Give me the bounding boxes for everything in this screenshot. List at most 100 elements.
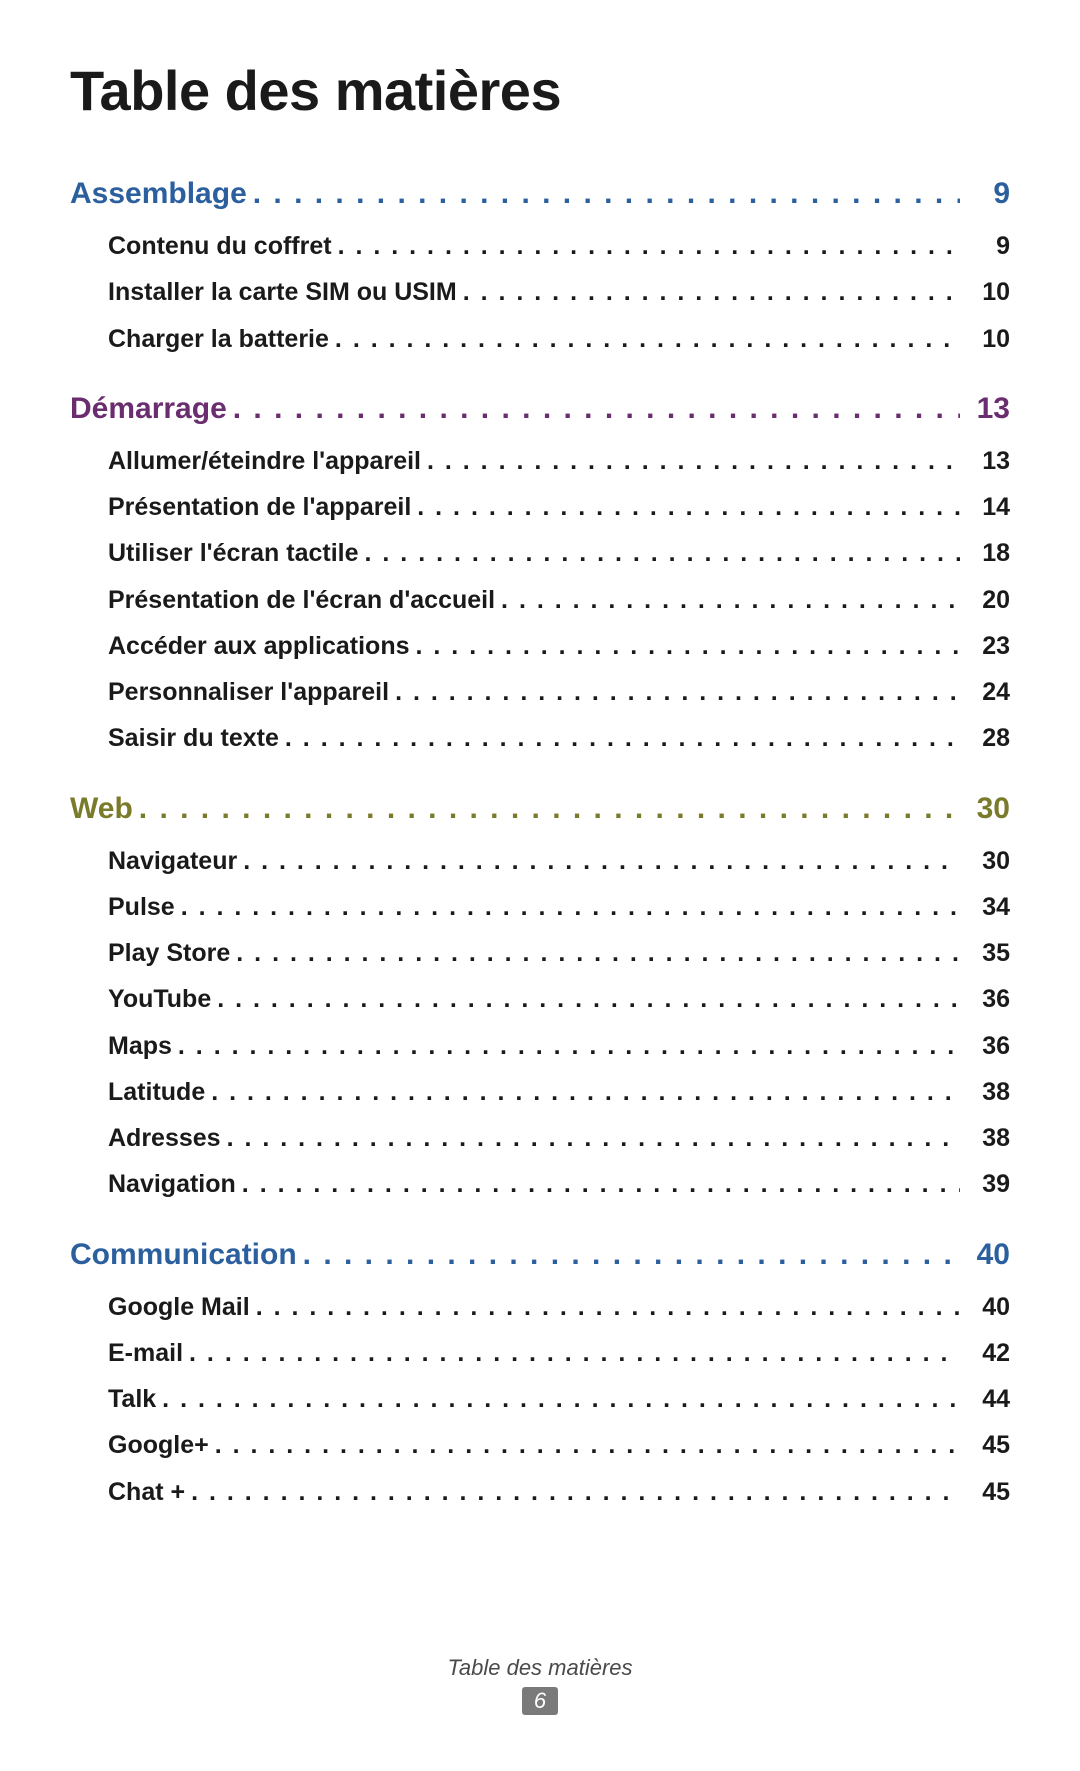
- toc-item-page: 45: [960, 1469, 1010, 1515]
- toc-section-title: Web: [70, 788, 139, 830]
- toc-item-page: 28: [960, 715, 1010, 761]
- toc-item-title: E-mail: [108, 1330, 189, 1376]
- toc-leader-dots: . . . . . . . . . . . . . . . . . . . . …: [191, 1469, 960, 1515]
- footer-label: Table des matières: [0, 1655, 1080, 1681]
- toc-item-row[interactable]: Accéder aux applications . . . . . . . .…: [108, 623, 1010, 669]
- toc-leader-dots: . . . . . . . . . . . . . . . . . . . . …: [139, 788, 960, 830]
- toc-item-page: 34: [960, 884, 1010, 930]
- toc-leader-dots: . . . . . . . . . . . . . . . . . . . . …: [242, 1161, 960, 1207]
- toc-item-page: 40: [960, 1284, 1010, 1330]
- toc-item-row[interactable]: YouTube . . . . . . . . . . . . . . . . …: [108, 976, 1010, 1022]
- toc-item-title: Charger la batterie: [108, 316, 335, 362]
- toc-item-row[interactable]: Latitude . . . . . . . . . . . . . . . .…: [108, 1069, 1010, 1115]
- toc-leader-dots: . . . . . . . . . . . . . . . . . . . . …: [463, 269, 960, 315]
- toc-item-title: Accéder aux applications: [108, 623, 416, 669]
- toc-leader-dots: . . . . . . . . . . . . . . . . . . . . …: [178, 1023, 960, 1069]
- toc-item-page: 23: [960, 623, 1010, 669]
- toc-section-page: 30: [960, 788, 1010, 830]
- toc-item-title: Adresses: [108, 1115, 227, 1161]
- toc-leader-dots: . . . . . . . . . . . . . . . . . . . . …: [416, 623, 960, 669]
- toc-leader-dots: . . . . . . . . . . . . . . . . . . . . …: [303, 1234, 960, 1276]
- page-number-badge: 6: [522, 1687, 558, 1715]
- toc-section-row[interactable]: Assemblage . . . . . . . . . . . . . . .…: [70, 173, 1010, 215]
- table-of-contents: Assemblage . . . . . . . . . . . . . . .…: [70, 173, 1010, 1515]
- toc-item-title: Google Mail: [108, 1284, 256, 1330]
- toc-item-row[interactable]: Présentation de l'écran d'accueil . . . …: [108, 577, 1010, 623]
- toc-item-title: Pulse: [108, 884, 181, 930]
- toc-item-page: 44: [960, 1376, 1010, 1422]
- toc-item-row[interactable]: Charger la batterie . . . . . . . . . . …: [108, 316, 1010, 362]
- toc-item-row[interactable]: Google Mail . . . . . . . . . . . . . . …: [108, 1284, 1010, 1330]
- page-title: Table des matières: [70, 58, 1010, 123]
- toc-section-title: Assemblage: [70, 173, 253, 215]
- toc-item-row[interactable]: Installer la carte SIM ou USIM . . . . .…: [108, 269, 1010, 315]
- toc-item-page: 9: [960, 223, 1010, 269]
- toc-leader-dots: . . . . . . . . . . . . . . . . . . . . …: [162, 1376, 960, 1422]
- toc-item-title: Navigateur: [108, 838, 243, 884]
- toc-leader-dots: . . . . . . . . . . . . . . . . . . . . …: [365, 530, 960, 576]
- toc-item-row[interactable]: Présentation de l'appareil . . . . . . .…: [108, 484, 1010, 530]
- toc-item-page: 30: [960, 838, 1010, 884]
- toc-item-title: Maps: [108, 1023, 178, 1069]
- toc-item-row[interactable]: Google+ . . . . . . . . . . . . . . . . …: [108, 1422, 1010, 1468]
- toc-item-row[interactable]: Personnaliser l'appareil . . . . . . . .…: [108, 669, 1010, 715]
- toc-item-title: Saisir du texte: [108, 715, 285, 761]
- toc-section: Web . . . . . . . . . . . . . . . . . . …: [70, 788, 1010, 1208]
- toc-leader-dots: . . . . . . . . . . . . . . . . . . . . …: [338, 223, 960, 269]
- toc-item-title: Google+: [108, 1422, 215, 1468]
- toc-item-page: 18: [960, 530, 1010, 576]
- toc-item-row[interactable]: Pulse . . . . . . . . . . . . . . . . . …: [108, 884, 1010, 930]
- toc-item-page: 10: [960, 269, 1010, 315]
- toc-leader-dots: . . . . . . . . . . . . . . . . . . . . …: [227, 1115, 960, 1161]
- toc-item-row[interactable]: Chat + . . . . . . . . . . . . . . . . .…: [108, 1469, 1010, 1515]
- toc-leader-dots: . . . . . . . . . . . . . . . . . . . . …: [501, 577, 960, 623]
- toc-item-row[interactable]: Navigateur . . . . . . . . . . . . . . .…: [108, 838, 1010, 884]
- toc-item-row[interactable]: Saisir du texte . . . . . . . . . . . . …: [108, 715, 1010, 761]
- toc-leader-dots: . . . . . . . . . . . . . . . . . . . . …: [285, 715, 960, 761]
- toc-item-page: 38: [960, 1115, 1010, 1161]
- toc-leader-dots: . . . . . . . . . . . . . . . . . . . . …: [427, 438, 960, 484]
- toc-leader-dots: . . . . . . . . . . . . . . . . . . . . …: [256, 1284, 960, 1330]
- toc-item-row[interactable]: Allumer/éteindre l'appareil . . . . . . …: [108, 438, 1010, 484]
- toc-leader-dots: . . . . . . . . . . . . . . . . . . . . …: [233, 388, 960, 430]
- toc-section-page: 40: [960, 1234, 1010, 1276]
- toc-item-row[interactable]: Contenu du coffret . . . . . . . . . . .…: [108, 223, 1010, 269]
- toc-item-title: YouTube: [108, 976, 217, 1022]
- toc-item-title: Play Store: [108, 930, 236, 976]
- toc-section-row[interactable]: Communication . . . . . . . . . . . . . …: [70, 1234, 1010, 1276]
- toc-item-row[interactable]: Play Store . . . . . . . . . . . . . . .…: [108, 930, 1010, 976]
- toc-leader-dots: . . . . . . . . . . . . . . . . . . . . …: [243, 838, 960, 884]
- toc-section-title: Démarrage: [70, 388, 233, 430]
- toc-item-page: 13: [960, 438, 1010, 484]
- toc-leader-dots: . . . . . . . . . . . . . . . . . . . . …: [211, 1069, 960, 1115]
- toc-leader-dots: . . . . . . . . . . . . . . . . . . . . …: [395, 669, 960, 715]
- toc-section-page: 9: [960, 173, 1010, 215]
- toc-leader-dots: . . . . . . . . . . . . . . . . . . . . …: [236, 930, 960, 976]
- toc-leader-dots: . . . . . . . . . . . . . . . . . . . . …: [189, 1330, 960, 1376]
- page-footer: Table des matières 6: [0, 1655, 1080, 1715]
- toc-section-row[interactable]: Démarrage . . . . . . . . . . . . . . . …: [70, 388, 1010, 430]
- toc-item-row[interactable]: Navigation . . . . . . . . . . . . . . .…: [108, 1161, 1010, 1207]
- toc-leader-dots: . . . . . . . . . . . . . . . . . . . . …: [181, 884, 960, 930]
- toc-item-row[interactable]: Utiliser l'écran tactile . . . . . . . .…: [108, 530, 1010, 576]
- document-page: Table des matières Assemblage . . . . . …: [0, 0, 1080, 1771]
- toc-item-row[interactable]: Talk . . . . . . . . . . . . . . . . . .…: [108, 1376, 1010, 1422]
- toc-section: Assemblage . . . . . . . . . . . . . . .…: [70, 173, 1010, 362]
- toc-leader-dots: . . . . . . . . . . . . . . . . . . . . …: [253, 173, 960, 215]
- toc-section: Démarrage . . . . . . . . . . . . . . . …: [70, 388, 1010, 762]
- toc-item-page: 20: [960, 577, 1010, 623]
- toc-item-title: Chat +: [108, 1469, 191, 1515]
- toc-item-page: 24: [960, 669, 1010, 715]
- toc-item-title: Présentation de l'appareil: [108, 484, 417, 530]
- toc-item-row[interactable]: Maps . . . . . . . . . . . . . . . . . .…: [108, 1023, 1010, 1069]
- toc-item-title: Contenu du coffret: [108, 223, 338, 269]
- toc-section-title: Communication: [70, 1234, 303, 1276]
- toc-item-page: 10: [960, 316, 1010, 362]
- toc-item-page: 38: [960, 1069, 1010, 1115]
- toc-item-page: 35: [960, 930, 1010, 976]
- toc-item-row[interactable]: Adresses . . . . . . . . . . . . . . . .…: [108, 1115, 1010, 1161]
- toc-item-row[interactable]: E-mail . . . . . . . . . . . . . . . . .…: [108, 1330, 1010, 1376]
- toc-leader-dots: . . . . . . . . . . . . . . . . . . . . …: [215, 1422, 960, 1468]
- toc-section-row[interactable]: Web . . . . . . . . . . . . . . . . . . …: [70, 788, 1010, 830]
- toc-leader-dots: . . . . . . . . . . . . . . . . . . . . …: [335, 316, 960, 362]
